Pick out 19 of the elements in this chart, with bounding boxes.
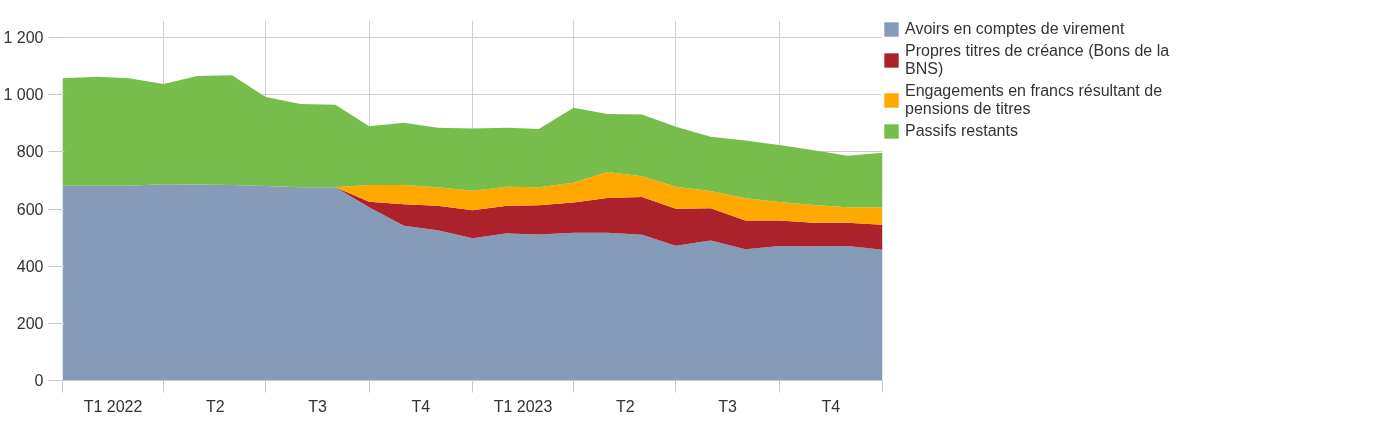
y-tick-label: 1 000	[3, 86, 44, 104]
y-tick-label: 0	[34, 372, 44, 389]
legend-label: Propres titres de créance (Bons de la BNS)	[905, 42, 1171, 78]
x-tick-label: T3	[718, 397, 737, 415]
y-tick-label: 800	[16, 143, 44, 161]
x-tick-label: T1 2022	[83, 397, 143, 415]
x-tick-label: T3	[308, 397, 327, 415]
y-tick-label: 600	[16, 200, 44, 218]
legend-label: Engagements en francs résultant de pensions de titres	[905, 82, 1164, 118]
x-tick-label: T2	[205, 397, 225, 415]
legend-label: Avoirs en comptes de virement	[905, 20, 1126, 38]
x-tick-label: T4	[821, 397, 841, 415]
legend-label: Passifs restants	[905, 122, 1019, 140]
x-tick-label: T1 2023	[493, 397, 553, 415]
y-tick-label: 1 200	[3, 29, 44, 47]
y-tick-label: 200	[16, 314, 44, 332]
y-tick-label: 400	[16, 257, 44, 275]
x-tick-label: T4	[411, 397, 431, 415]
x-tick-label: T2	[615, 397, 635, 415]
